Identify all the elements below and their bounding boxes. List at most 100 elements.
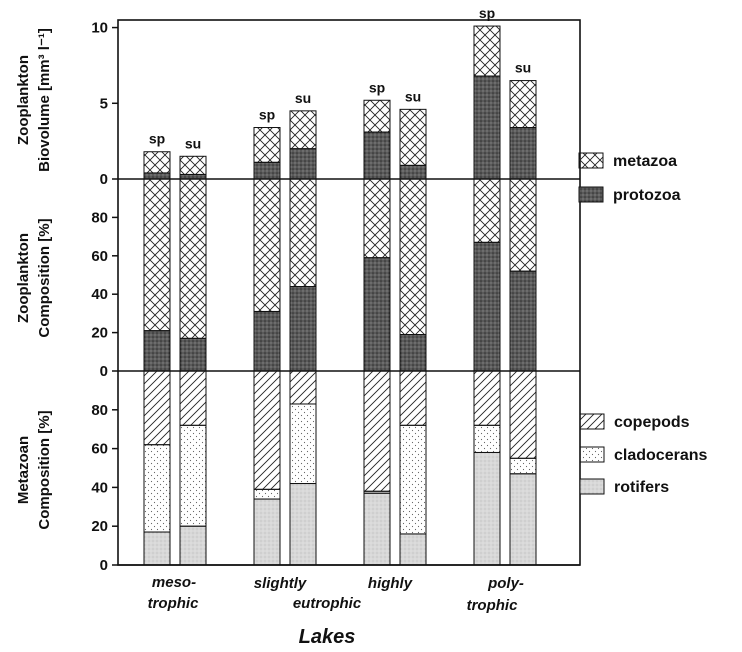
y-title-zoo-comp-line2: Composition [%]: [36, 218, 53, 337]
legend-swatch-copepods: [579, 413, 605, 430]
bar-metazoa: [509, 178, 537, 272]
bar-rotifers: [143, 531, 171, 566]
bar-metazoa: [473, 25, 501, 77]
bar-stack: su: [289, 90, 317, 180]
bar-metazoa: [399, 178, 427, 336]
bar-metazoa: [473, 178, 501, 243]
legend-protists: metazoa protozoa: [578, 152, 681, 204]
bar-rotifers: [289, 483, 317, 566]
legend-label-metazoa: metazoa: [613, 153, 677, 170]
y-title-biovolume-line1: Zooplankton: [15, 55, 32, 145]
bar-stack: sp: [363, 79, 391, 180]
bar-protozoa: [289, 148, 317, 180]
bar-rotifers: [473, 451, 501, 566]
bar-copepods: [363, 370, 391, 492]
bar-season-label: sp: [369, 79, 385, 95]
y-tick-label: 5: [100, 95, 108, 112]
bar-season-label: sp: [259, 107, 275, 123]
y-tick-label: 80: [91, 209, 108, 226]
bar-stack: [289, 370, 317, 566]
bar-metazoa: [289, 178, 317, 288]
bar-stack: [179, 370, 207, 566]
plot-frame: [117, 19, 581, 566]
bar-stack: [253, 370, 281, 566]
bar-metazoa: [363, 99, 391, 133]
bar-stack: [399, 178, 427, 372]
bar-protozoa: [253, 161, 281, 180]
bar-cladocerans: [509, 457, 537, 475]
bar-season-label: su: [295, 90, 311, 106]
panel-zooplankton-composition: 0 20 40 60 80: [91, 178, 580, 380]
bar-copepods: [509, 370, 537, 459]
bar-stack: [473, 370, 501, 566]
bar-metazoa: [179, 178, 207, 339]
x-group-poly-line1: poly-: [487, 575, 524, 592]
bar-protozoa: [509, 270, 537, 372]
y-tick-label: 40: [91, 479, 108, 496]
bar-protozoa: [509, 127, 537, 180]
y-tick-label: 0: [100, 557, 108, 574]
y-title-zoo-comp-line1: Zooplankton: [15, 233, 32, 323]
legend-label-cladocerans: cladocerans: [614, 447, 707, 464]
bar-stack: [363, 178, 391, 372]
y-tick-label: 0: [100, 363, 108, 380]
bar-protozoa: [253, 310, 281, 372]
panel-metazoan-composition: 0 20 40 60 80: [91, 370, 580, 574]
bar-metazoa: [143, 151, 171, 174]
bar-stack: su: [399, 88, 427, 180]
panel-biovolume: 0 5 10 sp su sp su sp su sp su: [91, 5, 580, 188]
x-group-labels: meso- trophic slightly eutrophic highly …: [148, 574, 524, 614]
bar-metazoa: [253, 127, 281, 163]
y-tick-label: 0: [100, 171, 108, 188]
bar-stack: [289, 178, 317, 372]
bar-stack: [363, 370, 391, 566]
bar-protozoa: [399, 334, 427, 372]
x-group-slightly: slightly: [254, 575, 307, 592]
plot-border: [117, 19, 581, 566]
y-tick-label: 60: [91, 248, 108, 265]
bar-protozoa: [399, 164, 427, 180]
bar-stack: [179, 178, 207, 372]
bar-protozoa: [143, 330, 171, 372]
legend-swatch-rotifers: [579, 478, 605, 495]
bar-rotifers: [253, 498, 281, 566]
bar-copepods: [289, 370, 317, 405]
y-title-meta-comp-line2: Composition [%]: [36, 410, 53, 529]
bar-cladocerans: [399, 424, 427, 535]
bar-stack: sp: [473, 5, 501, 180]
bar-metazoa: [509, 80, 537, 129]
bar-stack: sp: [253, 107, 281, 180]
bar-metazoa: [143, 178, 171, 332]
legend-swatch-metazoa: [578, 152, 604, 169]
bar-stack: [509, 178, 537, 372]
y-tick-label: 10: [91, 20, 108, 37]
bar-protozoa: [363, 131, 391, 180]
bar-protozoa: [179, 337, 207, 372]
bar-stack: sp: [143, 131, 171, 180]
y-tick-label: 40: [91, 286, 108, 303]
bar-rotifers: [509, 473, 537, 566]
y-title-meta-comp-line1: Metazoan: [15, 436, 32, 504]
bar-protozoa: [473, 75, 501, 180]
y-tick-label: 20: [91, 325, 108, 342]
legend-swatch-protozoa: [578, 186, 604, 203]
bar-protozoa: [289, 286, 317, 372]
bar-copepods: [253, 370, 281, 490]
bar-copepods: [179, 370, 207, 426]
y-tick-label: 80: [91, 402, 108, 419]
bar-cladocerans: [473, 424, 501, 453]
x-group-eutrophic: eutrophic: [293, 595, 362, 612]
bar-stack: [509, 370, 537, 566]
bar-season-label: su: [405, 88, 421, 104]
x-axis-title: Lakes: [299, 626, 356, 648]
bar-stack: [253, 178, 281, 372]
x-group-meso-line1: meso-: [152, 574, 196, 591]
x-group-meso-line2: trophic: [148, 595, 199, 612]
legend-label-rotifers: rotifers: [614, 479, 669, 496]
legend-label-protozoa: protozoa: [613, 187, 681, 204]
x-group-poly-line2: trophic: [467, 597, 518, 614]
y-tick-label: 20: [91, 518, 108, 535]
bar-stack: [473, 178, 501, 372]
legend-swatch-cladocerans: [579, 446, 605, 463]
